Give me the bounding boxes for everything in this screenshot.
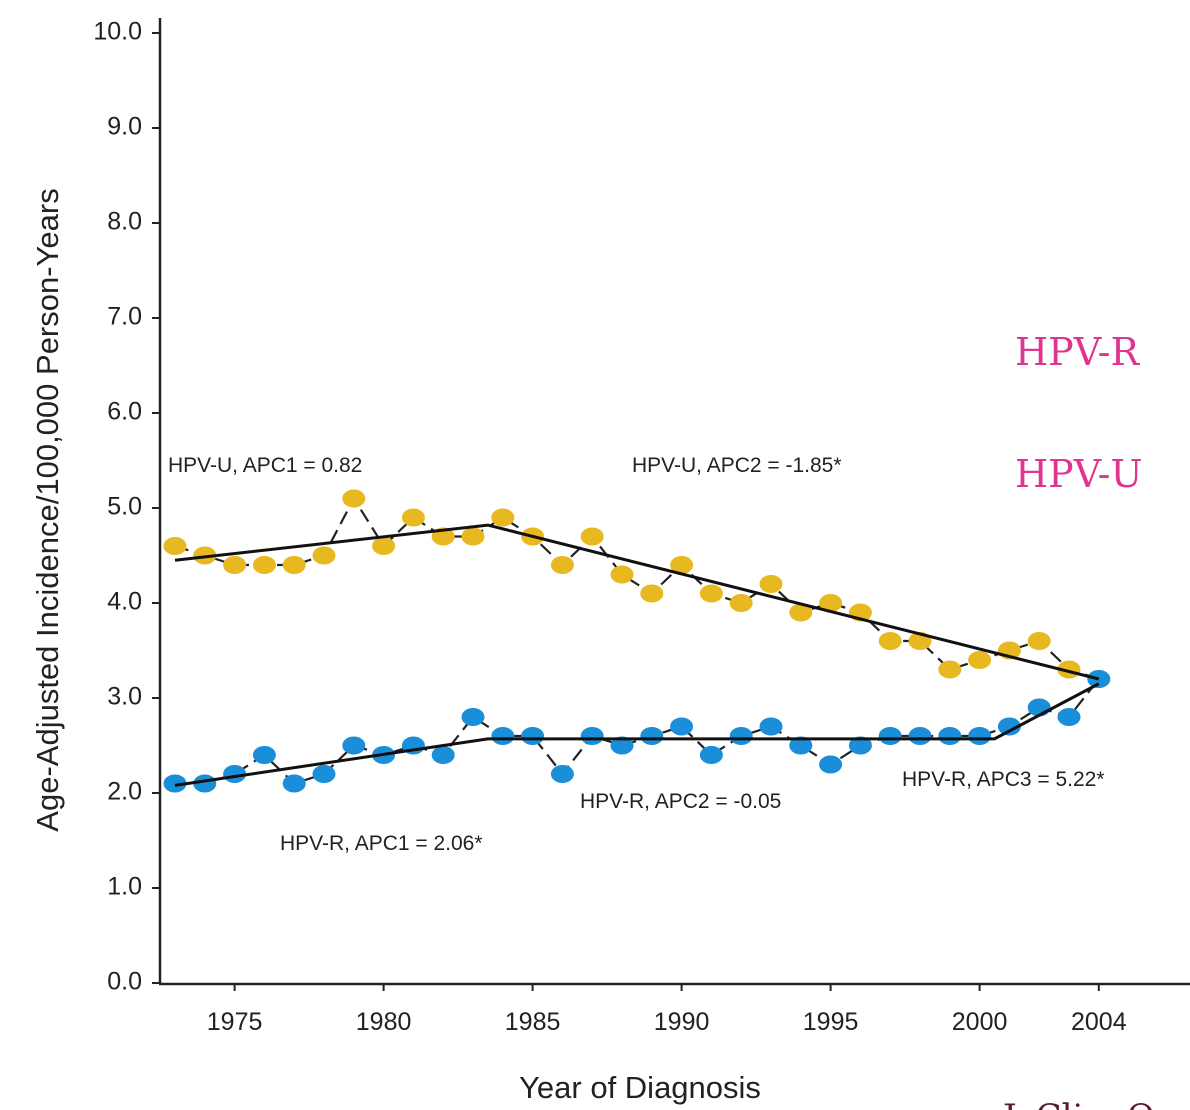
series-label: HPV-U [1015,452,1143,496]
series-line [174,496,1100,681]
x-tick-label: 2004 [1071,1008,1127,1036]
data-point [878,632,902,650]
data-point [580,727,604,745]
x-axis-title: Year of Diagnosis [519,1070,761,1105]
annotation: HPV-R, APC1 = 2.06* [280,832,483,855]
data-point [819,755,843,774]
data-point [789,736,813,755]
x-tick-label: 1995 [803,1008,859,1036]
y-tick-label: 2.0 [107,778,142,806]
data-point [312,765,336,783]
annotation: HPV-U, APC1 = 0.82 [168,454,362,477]
data-point [550,556,574,574]
data-point [431,746,455,764]
data-point [163,774,187,793]
data-point [908,727,932,745]
data-point [282,556,306,574]
data-point [729,727,753,745]
y-tick-label: 4.0 [107,588,142,616]
data-point [461,708,485,726]
data-point [938,727,962,745]
data-point [491,508,515,527]
y-tick-label: 9.0 [107,113,142,141]
y-tick-label: 1.0 [107,873,142,901]
data-point [282,774,306,793]
data-point [223,556,247,574]
x-tick-label: 2000 [952,1008,1008,1036]
data-point [759,717,783,736]
data-point [1027,632,1051,650]
data-point [968,651,992,669]
footer: J. Clin. O [1000,1097,1155,1110]
annotation: HPV-U, APC2 = -1.85* [632,454,842,477]
x-tick-label: 1985 [505,1008,561,1036]
y-tick-label: 3.0 [107,683,142,711]
y-tick-label: 7.0 [107,303,142,331]
data-point [997,717,1021,736]
data-point [580,527,604,546]
y-tick-label: 8.0 [107,208,142,236]
data-point [819,594,843,612]
data-point [848,736,872,755]
trend-line [174,523,1100,681]
x-tick-label: 1980 [356,1008,412,1036]
data-point [491,727,515,745]
data-point [938,660,962,679]
data-point [312,546,336,565]
data-point [759,575,783,593]
x-tick-label: 1990 [654,1008,710,1036]
data-point [878,727,902,745]
y-tick-label: 5.0 [107,493,142,521]
x-tick-label: 1975 [207,1008,263,1036]
data-point [699,746,723,764]
trend-line [174,682,1100,787]
data-point [252,556,276,574]
data-point [968,727,992,745]
y-tick-label: 6.0 [107,398,142,426]
y-tick-label: 10.0 [93,18,142,46]
data-point [670,556,694,574]
series-label: HPV-R [1015,330,1141,374]
annotation: HPV-R, APC2 = -0.05 [580,790,781,813]
data-point [401,508,425,527]
data-point [640,584,664,603]
y-tick-label: 0.0 [107,968,142,996]
data-point [163,537,187,555]
annotation: HPV-R, APC3 = 5.22* [902,768,1105,791]
data-point [729,594,753,612]
data-point [789,603,813,622]
data-point [342,736,366,755]
data-point [521,727,545,745]
data-point [550,765,574,783]
data-point [252,746,276,764]
data-point [670,717,694,736]
data-point [1057,708,1081,726]
data-point [372,537,396,555]
data-point [640,727,664,745]
data-point [610,565,634,584]
data-point [461,527,485,546]
y-axis-title: Age-Adjusted Incidence/100,000 Person-Ye… [30,188,65,831]
data-point [342,489,366,508]
data-point [699,584,723,603]
data-point [610,736,634,755]
